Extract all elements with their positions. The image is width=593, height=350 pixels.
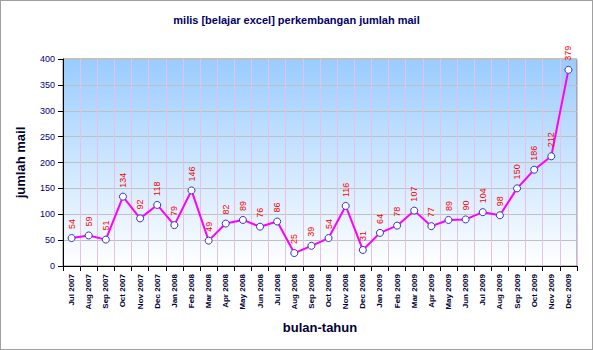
- svg-text:54: 54: [67, 219, 77, 229]
- svg-text:Apr 2008: Apr 2008: [221, 273, 230, 307]
- svg-text:Feb 2008: Feb 2008: [187, 273, 196, 308]
- svg-text:300: 300: [40, 106, 55, 116]
- svg-text:Sep 2008: Sep 2008: [307, 273, 316, 308]
- svg-text:milis [belajar excel] perkemba: milis [belajar excel] perkembangan jumla…: [173, 14, 419, 26]
- svg-text:Nov 2009: Nov 2009: [547, 273, 556, 309]
- svg-text:Jan 2009: Jan 2009: [375, 273, 384, 307]
- svg-text:250: 250: [40, 132, 55, 142]
- svg-text:May 2008: May 2008: [238, 273, 247, 309]
- svg-text:Sep 2009: Sep 2009: [513, 273, 522, 308]
- svg-text:Jun 2008: Jun 2008: [256, 273, 265, 308]
- svg-text:Jul 2007: Jul 2007: [67, 273, 76, 305]
- svg-text:78: 78: [392, 207, 402, 217]
- svg-text:25: 25: [289, 234, 299, 244]
- svg-text:82: 82: [221, 205, 231, 215]
- svg-text:May 2009: May 2009: [444, 273, 453, 309]
- svg-text:104: 104: [478, 188, 488, 203]
- svg-text:400: 400: [40, 54, 55, 64]
- svg-text:200: 200: [40, 158, 55, 168]
- svg-text:59: 59: [84, 216, 94, 226]
- svg-text:150: 150: [512, 164, 522, 179]
- svg-text:39: 39: [306, 227, 316, 237]
- svg-text:Jul 2009: Jul 2009: [478, 273, 487, 305]
- svg-text:76: 76: [255, 208, 265, 218]
- svg-text:Aug 2009: Aug 2009: [495, 273, 504, 309]
- svg-text:Mar 2008: Mar 2008: [204, 273, 213, 308]
- svg-text:77: 77: [426, 207, 436, 217]
- svg-text:379: 379: [563, 46, 573, 61]
- svg-text:0: 0: [50, 261, 55, 271]
- svg-text:98: 98: [495, 196, 505, 206]
- svg-text:54: 54: [324, 219, 334, 229]
- svg-text:Aug 2007: Aug 2007: [84, 273, 93, 309]
- svg-text:92: 92: [135, 199, 145, 209]
- svg-text:146: 146: [187, 166, 197, 181]
- svg-text:89: 89: [238, 201, 248, 211]
- svg-text:Aug 2008: Aug 2008: [290, 273, 299, 309]
- svg-text:186: 186: [529, 146, 539, 161]
- svg-text:jumlah mail: jumlah mail: [13, 127, 28, 200]
- svg-text:Apr 2009: Apr 2009: [427, 273, 436, 307]
- svg-text:Jun 2009: Jun 2009: [461, 273, 470, 308]
- svg-text:49: 49: [204, 222, 214, 232]
- svg-text:134: 134: [118, 173, 128, 188]
- svg-text:86: 86: [272, 202, 282, 212]
- svg-text:31: 31: [358, 231, 368, 241]
- svg-text:118: 118: [152, 182, 162, 196]
- svg-text:Dec 2009: Dec 2009: [564, 273, 573, 308]
- svg-text:Jul 2008: Jul 2008: [273, 273, 282, 305]
- svg-text:Jan 2008: Jan 2008: [170, 273, 179, 307]
- svg-text:90: 90: [461, 200, 471, 210]
- svg-text:64: 64: [375, 214, 385, 224]
- svg-text:150: 150: [40, 183, 55, 193]
- svg-text:51: 51: [101, 221, 111, 231]
- svg-text:50: 50: [45, 235, 55, 245]
- svg-text:Oct 2007: Oct 2007: [118, 273, 127, 307]
- svg-text:bulan-tahun: bulan-tahun: [283, 320, 357, 335]
- svg-text:100: 100: [40, 209, 55, 219]
- svg-text:350: 350: [40, 80, 55, 90]
- svg-text:Oct 2009: Oct 2009: [530, 273, 539, 307]
- svg-text:Mar 2009: Mar 2009: [410, 273, 419, 308]
- svg-text:79: 79: [169, 206, 179, 216]
- svg-text:116: 116: [341, 183, 351, 197]
- svg-text:107: 107: [409, 187, 419, 202]
- svg-text:Dec 2007: Dec 2007: [153, 273, 162, 308]
- svg-text:Dec 2008: Dec 2008: [358, 273, 367, 308]
- svg-text:Feb 2009: Feb 2009: [393, 273, 402, 308]
- svg-text:212: 212: [546, 132, 556, 147]
- svg-text:Nov 2008: Nov 2008: [341, 273, 350, 309]
- svg-text:89: 89: [444, 201, 454, 211]
- svg-text:Oct 2008: Oct 2008: [324, 273, 333, 307]
- svg-text:Nov 2007: Nov 2007: [136, 273, 145, 309]
- svg-text:Sep 2007: Sep 2007: [101, 273, 110, 308]
